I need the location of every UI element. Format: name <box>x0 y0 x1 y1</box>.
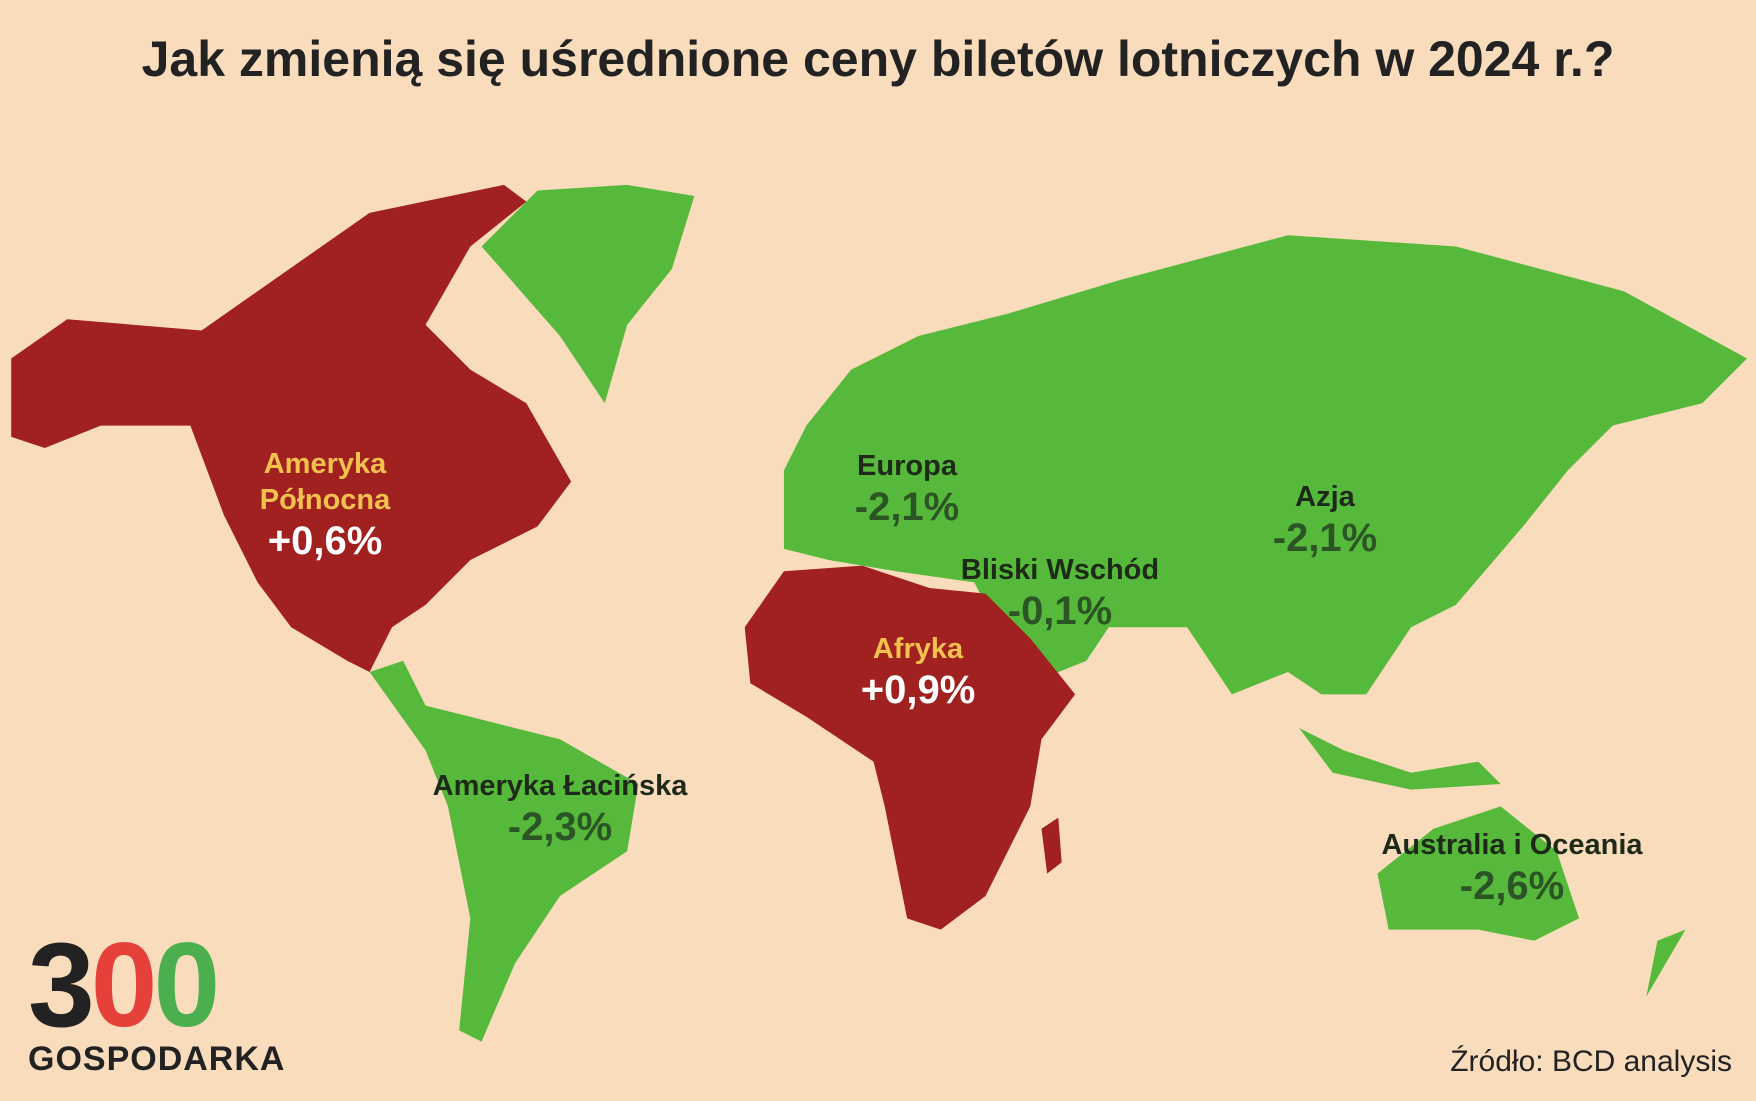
logo-digit: 0 <box>153 918 221 1052</box>
logo-digits: 300 <box>28 925 285 1045</box>
region-change: -0,1% <box>1007 589 1113 633</box>
region-name: Afryka <box>872 633 964 665</box>
region-name: Azja <box>1295 481 1355 513</box>
source: Źródło: BCD analysis <box>1450 1045 1732 1078</box>
logo-digit: 3 <box>28 918 95 1052</box>
region-name: Australia i Oceania <box>1381 829 1643 861</box>
new-zealand <box>1646 929 1686 997</box>
region-change: +0,6% <box>267 519 383 563</box>
region-label: Ameryka Północna +0,6% <box>240 446 410 564</box>
region-name: Europa <box>857 450 957 482</box>
region-change: -2,3% <box>507 805 613 849</box>
logo-name: GOSPODARKA <box>28 1040 286 1078</box>
region-change: +0,9% <box>860 668 976 712</box>
region-change: -2,1% <box>854 485 960 529</box>
logo-digit: 0 <box>90 918 158 1052</box>
region-name: Bliski Wschód <box>960 554 1160 586</box>
region-name: Ameryka Północna <box>259 448 391 516</box>
region-label: Azja -2,1% <box>1273 479 1378 561</box>
latin-america <box>369 660 639 1042</box>
region-label: Europa -2,1% <box>855 448 960 530</box>
region-label: Bliski Wschód -0,1% <box>961 552 1159 634</box>
logo: 300 GOSPODARKA <box>28 925 286 1079</box>
title: Jak zmienią się uśrednione ceny biletów … <box>141 31 1615 87</box>
indonesia <box>1299 728 1501 790</box>
region-label: Ameryka Łacińska -2,3% <box>433 768 688 850</box>
australia <box>1377 806 1580 941</box>
greenland <box>481 184 695 404</box>
madagascar <box>1041 817 1062 874</box>
africa <box>744 565 1076 930</box>
region-label: Afryka +0,9% <box>861 631 976 713</box>
region-label: Australia i Oceania -2,6% <box>1381 827 1642 909</box>
region-change: -2,6% <box>1459 864 1565 908</box>
region-change: -2,1% <box>1272 516 1378 560</box>
region-name: Ameryka Łacińska <box>432 770 688 802</box>
north-america <box>11 184 572 673</box>
